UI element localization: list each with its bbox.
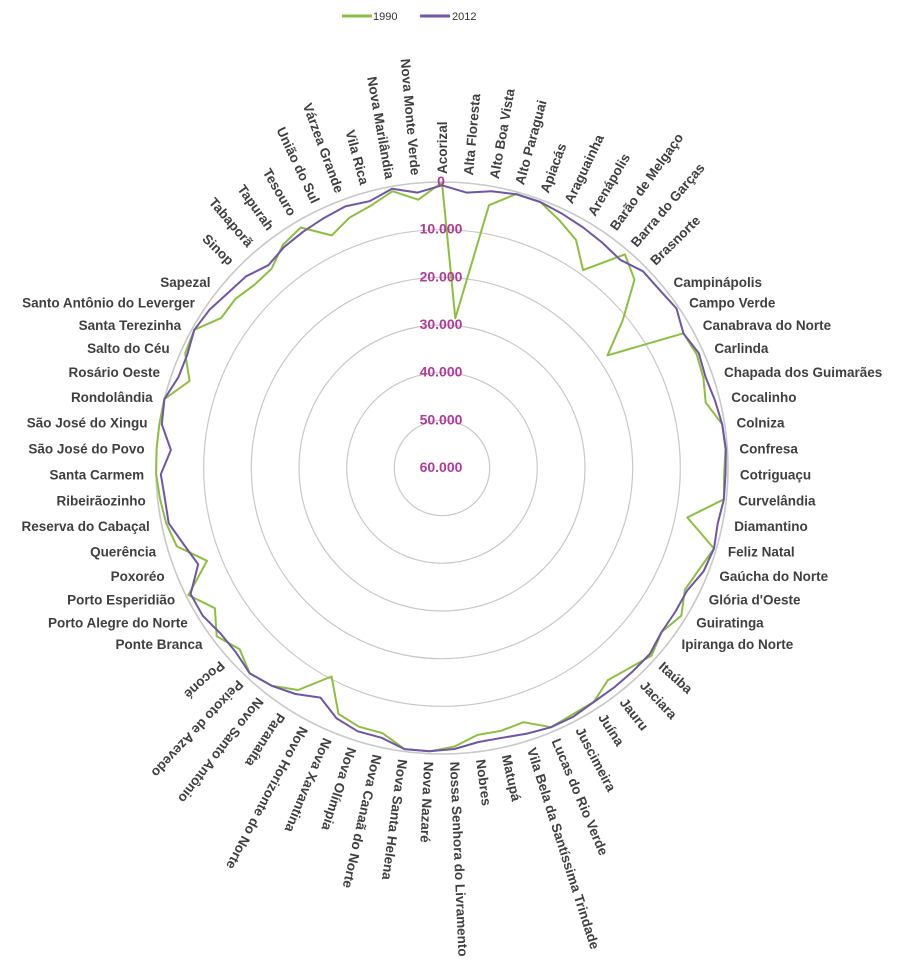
category-label: Rondolândia xyxy=(71,390,153,405)
series-line-1990 xyxy=(155,181,727,753)
tick-label-0: 0 xyxy=(437,173,445,189)
series-lines xyxy=(155,181,727,753)
tick-label-5: 50.000 xyxy=(420,411,463,427)
grid-ring-5 xyxy=(393,419,491,517)
tick-label-3: 30.000 xyxy=(420,316,463,332)
category-label: Ipiranga do Norte xyxy=(682,637,794,652)
category-label: Nova Santa Helena xyxy=(379,758,410,881)
category-label: Confresa xyxy=(739,442,798,457)
category-label: São José do Xingu xyxy=(27,416,148,431)
category-label: Ponte Branca xyxy=(115,637,203,652)
category-label: Cotriguaçu xyxy=(740,468,811,483)
legend: 1990 2012 xyxy=(342,11,476,23)
category-label: São José do Povo xyxy=(28,442,144,457)
category-label: Nova Nazaré xyxy=(417,761,436,843)
category-label: Acorizal xyxy=(435,121,450,174)
category-labels: Acorizal Alta Floresta Alto Boa VistaAlto … xyxy=(21,58,882,957)
category-label: Santa Carmem xyxy=(50,468,145,483)
category-label: Querência xyxy=(90,544,157,559)
category-label: Canabrava do Norte xyxy=(703,318,832,333)
category-label: Glória d'Oeste xyxy=(709,593,801,608)
category-label: Rosário Oeste xyxy=(68,365,160,380)
category-label: Porto Esperidião xyxy=(67,593,175,608)
category-label: Ribeirãozinho xyxy=(57,494,146,509)
category-label: Matupá xyxy=(499,753,524,803)
grid-ring-2 xyxy=(250,276,634,660)
category-label: Santo Antônio do Leverger xyxy=(22,296,196,311)
category-label: Curvelândia xyxy=(738,494,816,509)
category-label: Guiratinga xyxy=(696,615,764,630)
category-label: Diamantino xyxy=(734,519,808,534)
series-line-2012 xyxy=(159,184,727,753)
category-label: Nova Marilândia xyxy=(364,75,397,180)
tick-label-2: 20.000 xyxy=(420,268,463,284)
category-label: Vila Rica xyxy=(342,128,371,186)
category-label: Santa Terezinha xyxy=(79,318,182,333)
category-label: Porto Alegre do Norte xyxy=(48,615,188,630)
grid-ring-4 xyxy=(346,372,538,564)
category-label: Reserva do Cabaçal xyxy=(21,519,149,534)
category-label: Gaúcha do Norte xyxy=(719,569,828,584)
category-label: Nobres xyxy=(473,758,494,806)
category-label: Salto do Céu xyxy=(87,341,170,356)
legend-label-2012: 2012 xyxy=(452,11,476,23)
tick-label-4: 40.000 xyxy=(420,364,463,380)
legend-label-1990: 1990 xyxy=(373,11,397,23)
category-label: Colniza xyxy=(737,416,785,431)
category-label: Sapezal xyxy=(160,275,210,290)
category-label: Cocalinho xyxy=(731,390,796,405)
category-label: Feliz Natal xyxy=(728,544,795,559)
category-label: Campinápolis xyxy=(674,275,763,290)
category-label: Nova Monte Verde xyxy=(398,58,423,176)
tick-label-1: 10.000 xyxy=(420,221,463,237)
category-label: Jauru xyxy=(617,695,651,733)
category-label: Chapada dos Guimarães xyxy=(724,365,882,380)
tick-label-6: 60.000 xyxy=(420,459,463,475)
category-label: Apiacás xyxy=(537,141,569,195)
category-label: Nossa Senhora do Livramento xyxy=(447,761,470,957)
category-label: Alto Boa Vista xyxy=(487,87,518,180)
radial-tick-labels: 0 10.000 20.000 30.000 40.000 50.000 60.000 xyxy=(420,173,463,475)
category-label: Sinop xyxy=(199,231,236,268)
grid-ring-3 xyxy=(298,324,586,612)
category-label: Carlinda xyxy=(714,341,769,356)
category-label: Campo Verde xyxy=(689,296,776,311)
category-label: Poxoréo xyxy=(111,569,165,584)
category-label: Juína xyxy=(595,711,627,749)
category-label: Alta Floresta xyxy=(461,93,483,176)
grid-ring-1 xyxy=(203,229,681,707)
